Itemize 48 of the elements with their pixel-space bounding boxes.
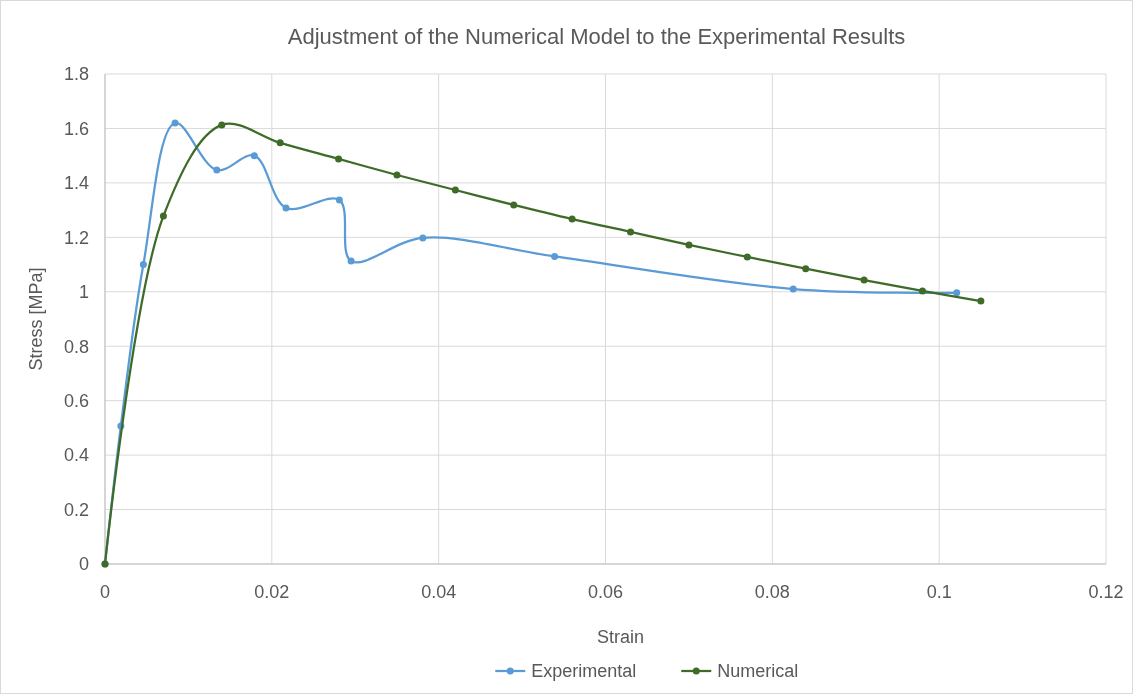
point bbox=[451, 186, 459, 194]
point bbox=[953, 289, 961, 297]
point bbox=[335, 155, 343, 163]
y-tick-label: 1.2 bbox=[63, 227, 89, 248]
point bbox=[802, 265, 810, 273]
point bbox=[789, 285, 797, 293]
x-tick-label: 0.08 bbox=[754, 582, 790, 602]
chart-title: Adjustment of the Numerical Model to the Experimental Results bbox=[287, 24, 906, 49]
point bbox=[551, 252, 559, 260]
x-tick-label: 0.1 bbox=[926, 582, 952, 602]
point bbox=[213, 166, 221, 174]
y-tick-label: 0.8 bbox=[63, 336, 89, 357]
point bbox=[685, 241, 693, 249]
y-tick-label: 0.6 bbox=[63, 390, 89, 411]
point bbox=[860, 276, 868, 284]
point bbox=[419, 234, 427, 242]
point bbox=[282, 204, 290, 212]
x-tick-label: 0.02 bbox=[254, 582, 290, 602]
point bbox=[743, 253, 751, 261]
point bbox=[250, 152, 258, 160]
y-axis-title: Stress [MPa] bbox=[26, 267, 46, 371]
x-tick-label: 0.04 bbox=[421, 582, 457, 602]
point bbox=[977, 297, 985, 305]
y-tick-label: 1 bbox=[78, 282, 89, 303]
point bbox=[218, 121, 226, 129]
point bbox=[393, 171, 401, 179]
x-tick-label: 0.12 bbox=[1088, 582, 1124, 602]
point bbox=[159, 212, 167, 220]
point bbox=[347, 257, 355, 265]
y-tick-label: 0.2 bbox=[63, 499, 89, 520]
y-tick-label: 0 bbox=[78, 554, 89, 575]
y-tick-label: 1.6 bbox=[63, 118, 89, 139]
point bbox=[510, 201, 518, 209]
point bbox=[335, 196, 343, 204]
legend-label: Numerical bbox=[717, 661, 799, 682]
x-tick-label: 0 bbox=[99, 582, 111, 602]
y-tick-label: 1.4 bbox=[63, 173, 89, 194]
x-axis-title: Strain bbox=[596, 627, 645, 647]
point bbox=[139, 261, 147, 269]
y-tick-label: 1.8 bbox=[63, 64, 89, 85]
x-tick-label: 0.06 bbox=[587, 582, 624, 602]
point bbox=[627, 228, 635, 236]
point bbox=[276, 139, 284, 147]
y-tick-label: 0.4 bbox=[63, 445, 89, 466]
point bbox=[568, 215, 576, 223]
point bbox=[171, 119, 179, 127]
legend-label: Experimental bbox=[531, 661, 637, 682]
point bbox=[918, 287, 926, 295]
